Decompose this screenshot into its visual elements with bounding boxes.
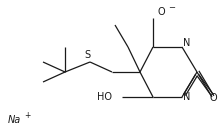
Text: N: N (183, 38, 190, 48)
Text: S: S (84, 50, 90, 60)
Text: N: N (183, 92, 190, 102)
Text: +: + (24, 112, 30, 121)
Text: O: O (210, 93, 218, 103)
Text: Na: Na (8, 115, 21, 125)
Text: HO: HO (97, 92, 112, 102)
Text: −: − (168, 4, 175, 12)
Text: O: O (158, 7, 166, 17)
